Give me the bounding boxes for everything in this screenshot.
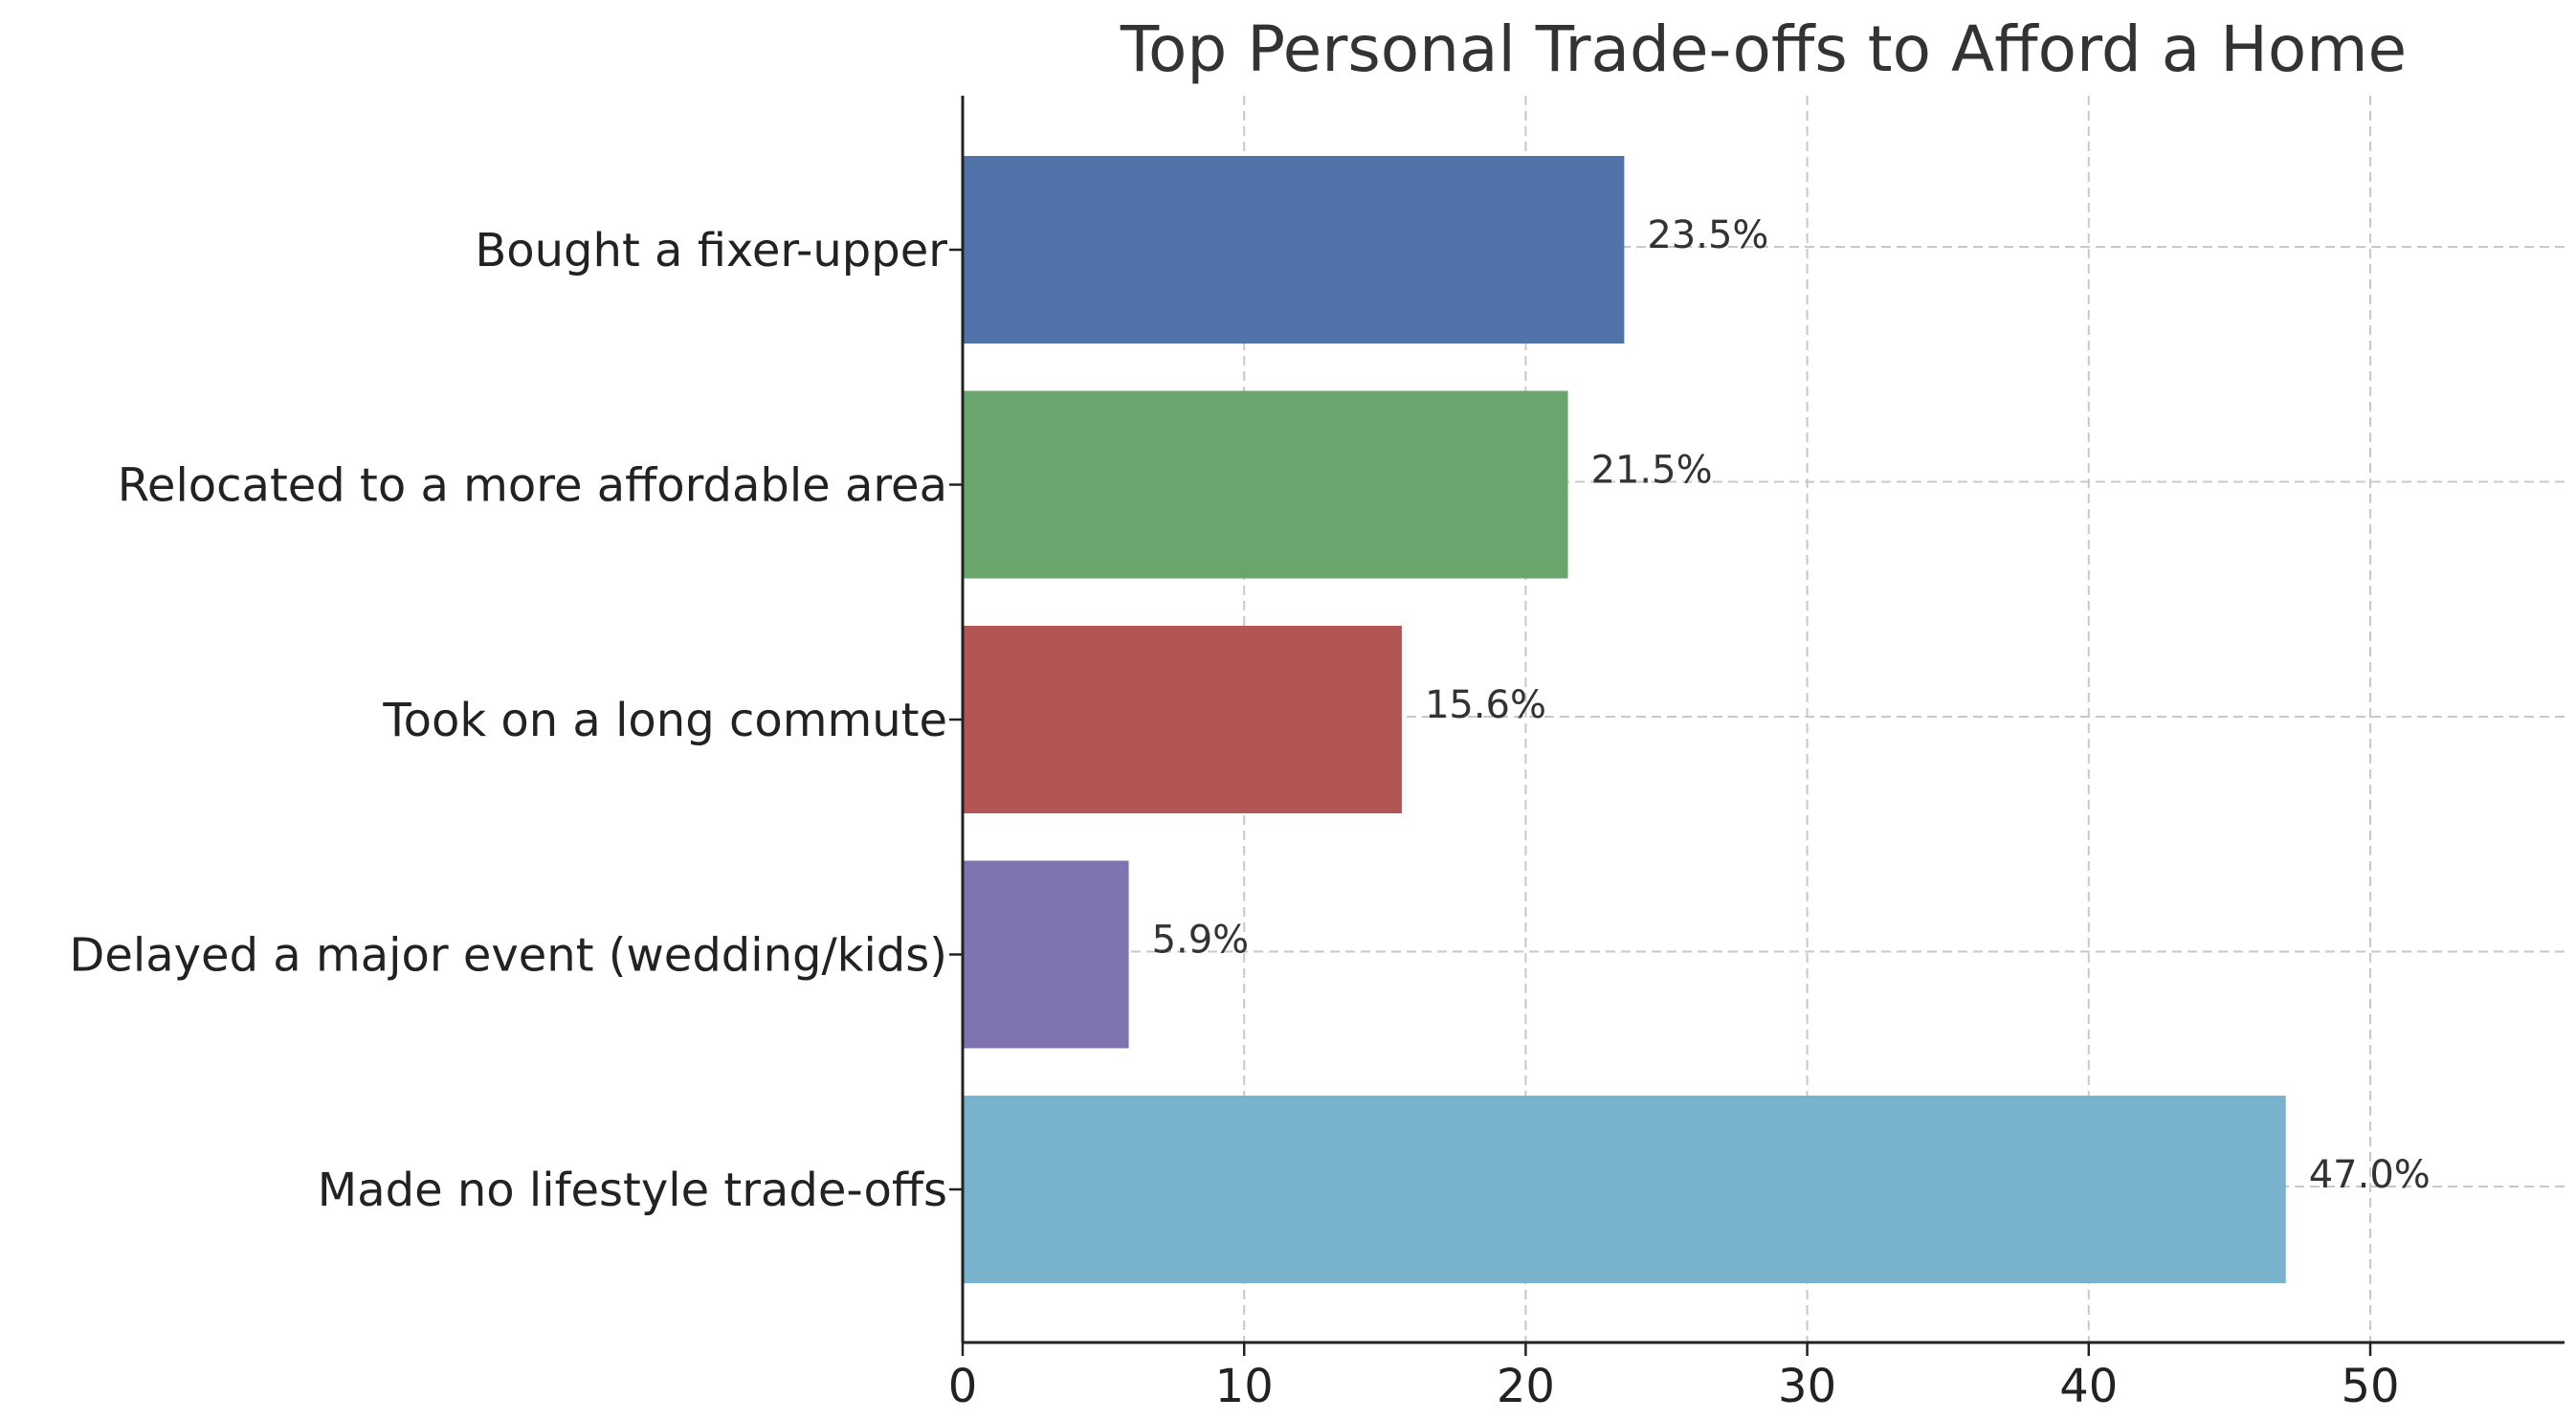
category-label: Took on a long commute <box>382 694 947 747</box>
category-label: Bought a fixer-upper <box>475 224 947 277</box>
data-label: 5.9% <box>1152 919 1250 963</box>
x-tick-label: 0 <box>948 1360 978 1413</box>
data-labels-layer: Bought a fixer-upper 23.5% Relocated to a … <box>69 213 2430 1217</box>
axis-layer: 0 10 20 30 40 50 <box>948 96 2565 1413</box>
category-label: Made no lifestyle trade-offs <box>318 1164 947 1217</box>
bar <box>963 156 1625 344</box>
bars-layer <box>963 156 2286 1283</box>
category-label: Delayed a major event (wedding/kids) <box>69 929 947 983</box>
data-label: 47.0% <box>2309 1153 2431 1197</box>
x-tick-label: 50 <box>2341 1360 2399 1413</box>
data-label: 23.5% <box>1647 213 1768 257</box>
x-tick-label: 20 <box>1497 1360 1555 1413</box>
bar <box>963 860 1129 1049</box>
chart-title: Top Personal Trade-offs to Afford a Home <box>1120 12 2407 86</box>
data-label: 15.6% <box>1425 683 1546 727</box>
data-label: 21.5% <box>1591 449 1713 493</box>
x-tick-label: 30 <box>1778 1360 1836 1413</box>
category-label: Relocated to a more affordable area <box>118 459 947 513</box>
bar <box>963 390 1568 579</box>
bar <box>963 1096 2286 1283</box>
bar <box>963 626 1402 813</box>
x-tick-label: 40 <box>2059 1360 2118 1413</box>
x-tick-label: 10 <box>1215 1360 1274 1413</box>
